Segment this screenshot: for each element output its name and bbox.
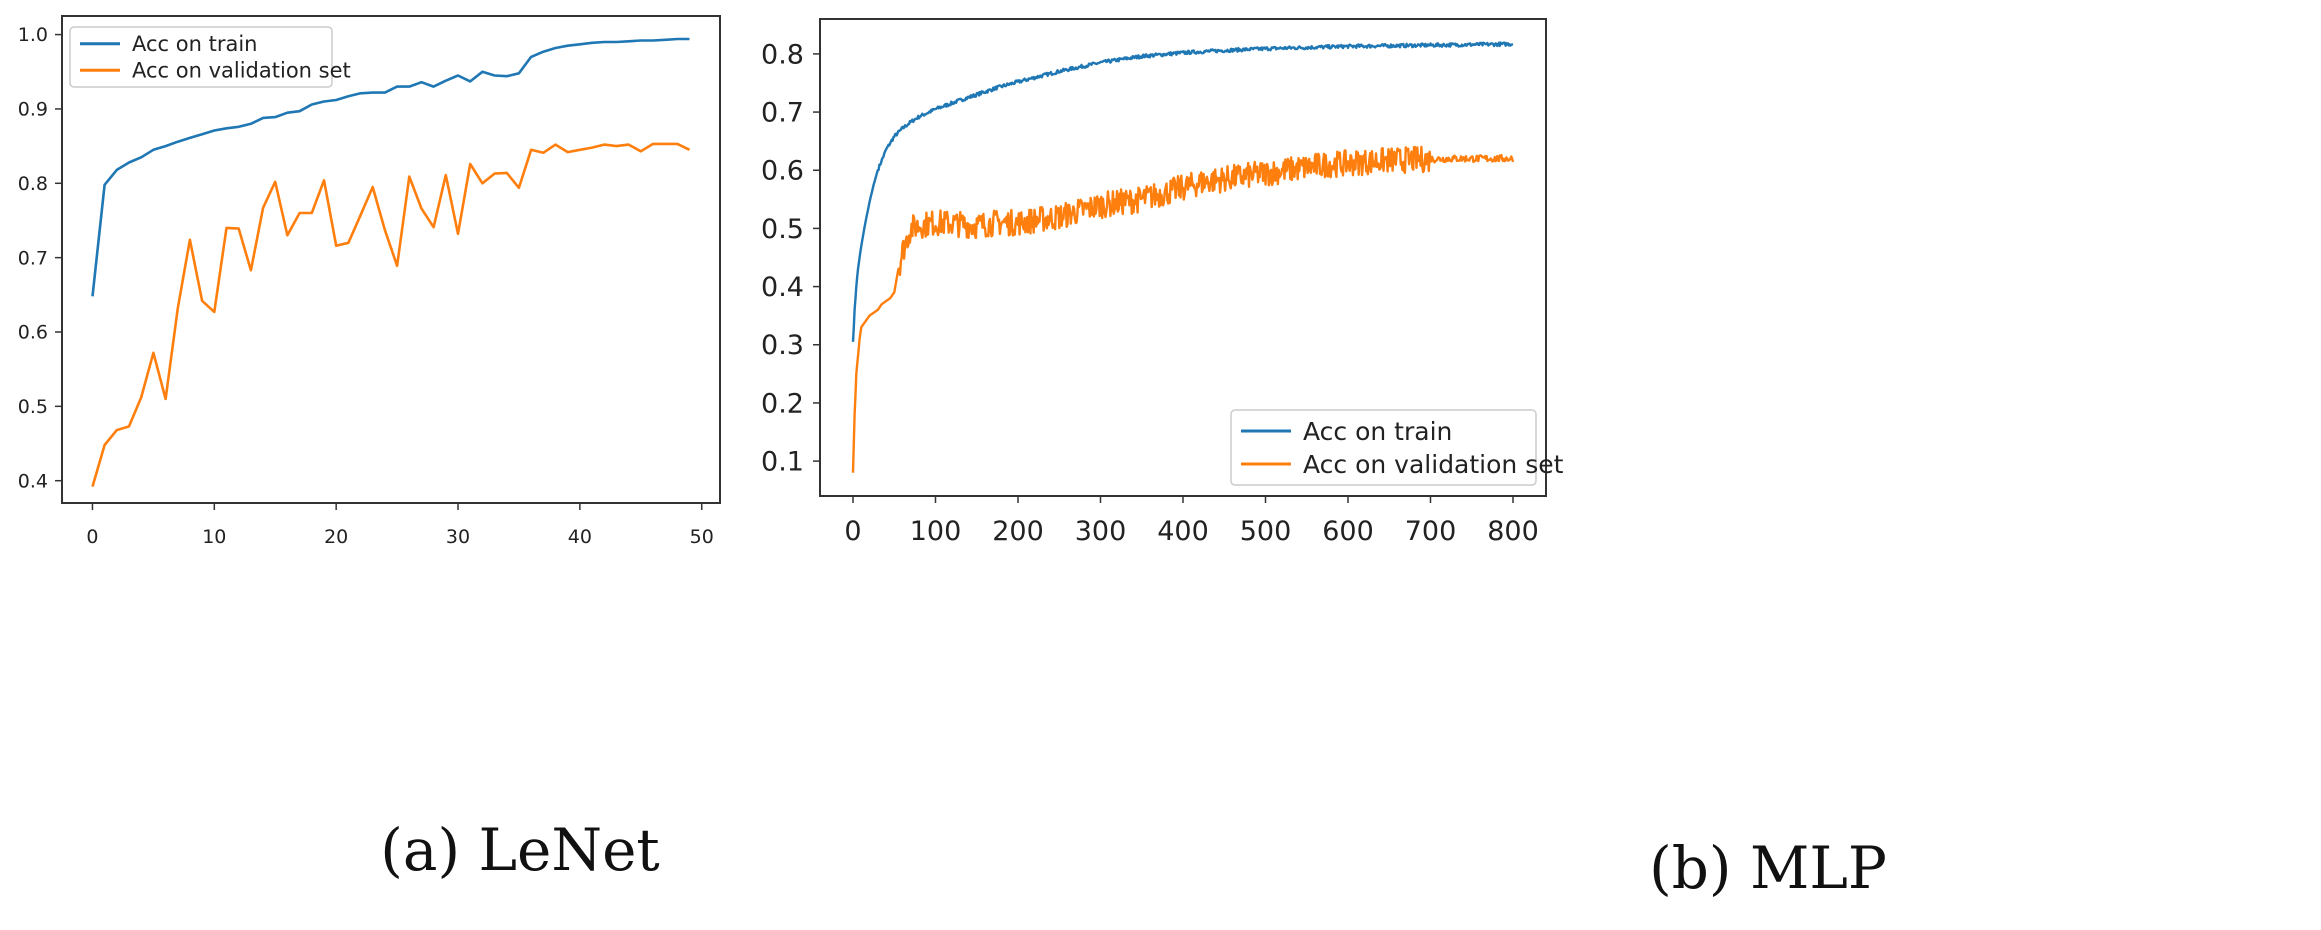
- legend: Acc on train Acc on validation set: [1230, 409, 1564, 486]
- x-tick-label: 300: [1075, 516, 1127, 547]
- legend: Acc on train Acc on validation set: [69, 26, 351, 88]
- caption-mlp: (b) MLP: [1649, 834, 1887, 902]
- y-tick-label: 0.5: [18, 396, 48, 418]
- series-line-validation: [91, 142, 691, 487]
- y-tick-label: 0.8: [761, 39, 804, 70]
- caption-lenet: (a) LeNet: [380, 816, 660, 884]
- y-tick-label: 0.1: [761, 447, 804, 478]
- legend-label: Acc on validation set: [132, 59, 351, 83]
- y-tick-label: 0.4: [18, 470, 48, 492]
- x-tick-label: 0: [844, 516, 861, 547]
- x-tick-label: 800: [1487, 516, 1539, 547]
- x-tick-label: 30: [446, 526, 470, 548]
- y-tick-label: 0.7: [761, 98, 804, 129]
- x-tick-label: 500: [1240, 516, 1292, 547]
- x-tick-label: 20: [324, 526, 348, 548]
- x-tick-label: 100: [910, 516, 962, 547]
- x-tick-label: 40: [568, 526, 592, 548]
- x-tick-label: 10: [202, 526, 226, 548]
- chart-lenet: 0.4 0.5 0.6 0.7 0.8 0.9 1.0 0 10 20 30 40 50 Acc on t…: [18, 15, 721, 548]
- y-tick-label: 0.5: [761, 214, 804, 245]
- plot-frame: [61, 15, 721, 504]
- y-tick-label: 0.4: [761, 272, 804, 303]
- chart-mlp: 0.1 0.2 0.3 0.4 0.5 0.6 0.7 0.8 0 100 200 300 400 500…: [761, 18, 1564, 547]
- y-tick-label: 0.6: [18, 322, 48, 344]
- y-tick-label: 0.9: [18, 99, 48, 121]
- y-tick-label: 0.6: [761, 156, 804, 187]
- y-tick-label: 0.7: [18, 247, 48, 269]
- x-tick-label: 700: [1405, 516, 1457, 547]
- y-tick-label: 0.8: [18, 173, 48, 195]
- legend-box: [1230, 409, 1537, 486]
- series-line-train: [91, 37, 690, 297]
- y-tick-label: 1.0: [18, 24, 48, 46]
- y-tick-label: 0.3: [761, 330, 804, 361]
- x-tick-label: 200: [992, 516, 1044, 547]
- legend-label: Acc on train: [1303, 417, 1452, 446]
- series-line-validation: [851, 145, 1515, 473]
- x-tick-label: 600: [1322, 516, 1374, 547]
- x-tick-label: 50: [690, 526, 714, 548]
- y-tick-label: 0.2: [761, 388, 804, 419]
- series-line-train: [851, 41, 1514, 342]
- legend-box: [69, 26, 333, 88]
- legend-label: Acc on train: [132, 32, 257, 56]
- x-tick-label: 0: [86, 526, 98, 548]
- legend-label: Acc on validation set: [1303, 450, 1564, 479]
- x-tick-label: 400: [1157, 516, 1209, 547]
